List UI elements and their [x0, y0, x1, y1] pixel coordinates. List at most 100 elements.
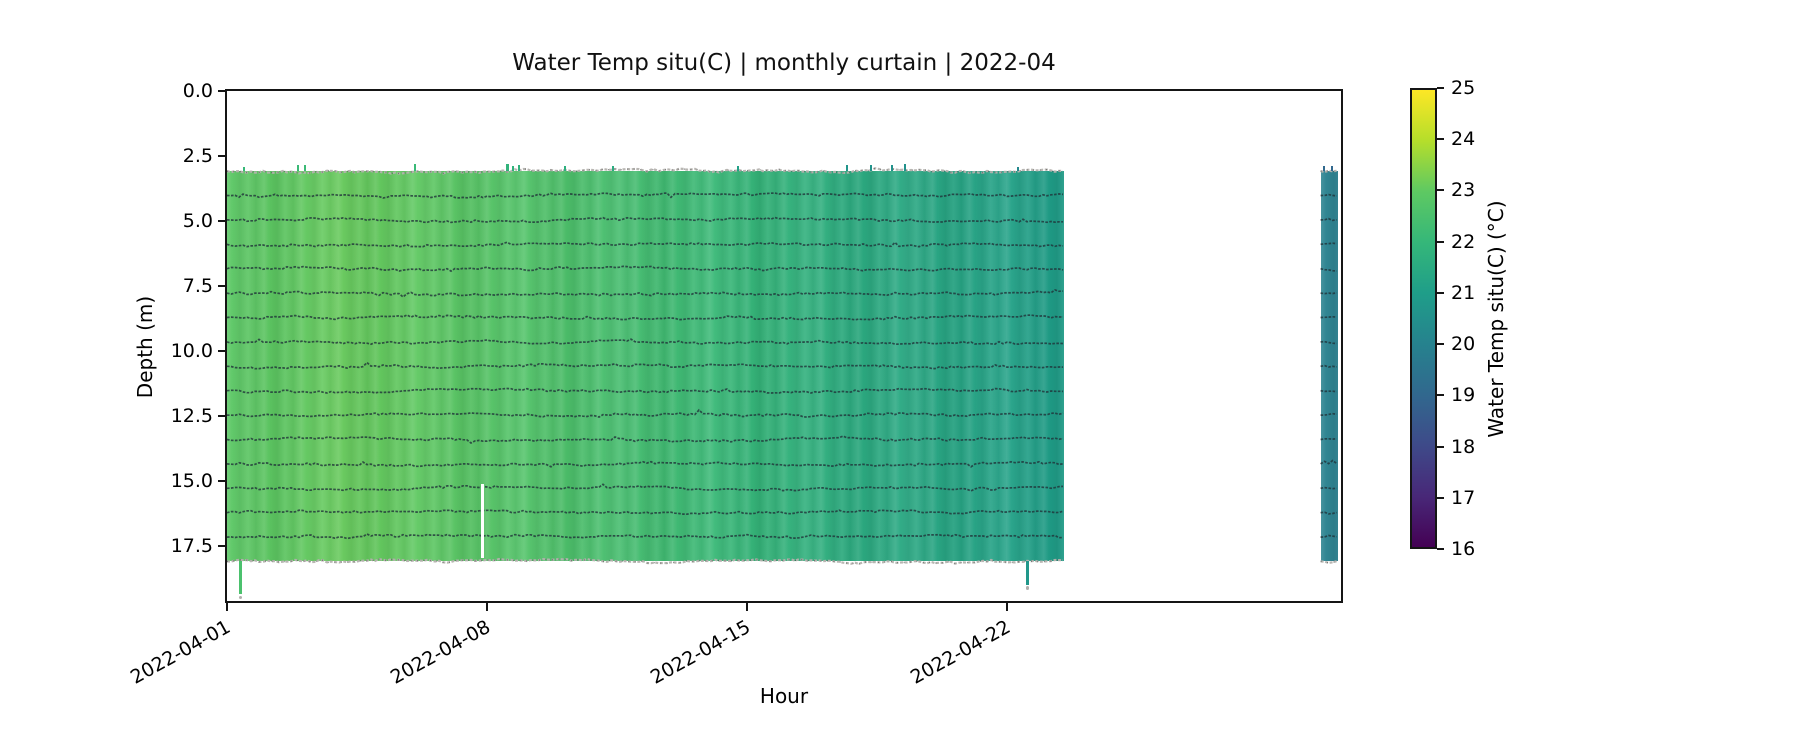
diurnal-stripes: [227, 171, 1065, 562]
below-bottom-spike: [239, 561, 242, 595]
colorbar-tick-label: 21: [1451, 281, 1476, 304]
top-edge-spike: [846, 165, 849, 172]
sensor-line: [1320, 193, 1337, 197]
top-edge-spike: [736, 166, 739, 172]
sensor-line: [227, 408, 1064, 419]
sensor-line: [1320, 267, 1337, 272]
sensor-line-edge-specks: [227, 167, 1064, 175]
top-edge-spike: [1323, 165, 1326, 172]
colorbar-tick-label: 22: [1451, 230, 1476, 253]
x-tick-label: 2022-04-01: [126, 615, 235, 689]
y-tick-mark: [218, 90, 227, 92]
colorbar-tick-label: 19: [1451, 384, 1476, 407]
top-edge-spike: [870, 165, 873, 172]
x-tick-mark: [226, 603, 228, 611]
sensor-line: [1320, 412, 1337, 416]
colorbar-tick-label: 23: [1451, 179, 1476, 202]
spike-end-dot: [1025, 586, 1030, 590]
sensor-line: [1320, 437, 1337, 441]
colorbar-tick-mark: [1437, 138, 1444, 141]
sensor-line: [1320, 364, 1337, 368]
colorbar-tick-mark: [1437, 445, 1444, 448]
x-tick-label: 2022-04-08: [386, 615, 495, 689]
y-tick-label: 2.5: [182, 145, 213, 168]
below-bottom-spike: [1026, 561, 1029, 586]
sensor-line: [227, 361, 1064, 370]
top-edge-spike: [903, 163, 906, 172]
x-tick-mark: [745, 603, 748, 611]
colorbar: [1410, 88, 1437, 549]
sensor-line: [227, 533, 1064, 540]
y-tick-mark: [218, 545, 227, 548]
top-edge-spike: [890, 164, 893, 172]
colorbar-label: Water Temp situ(C) (°C): [1484, 200, 1508, 438]
top-edge-spike: [296, 164, 299, 172]
x-tick-mark: [485, 603, 488, 611]
top-edge-spike: [242, 166, 245, 172]
sensor-line: [1320, 292, 1337, 295]
plot-area: [225, 89, 1343, 603]
y-tick-label: 10.0: [170, 340, 213, 363]
sensor-line: [1320, 340, 1337, 345]
colorbar-tick-mark: [1437, 189, 1444, 192]
colorbar-tick-mark: [1437, 548, 1444, 550]
top-edge-spike: [413, 164, 416, 172]
sensor-line-edge: [1320, 560, 1337, 565]
top-edge-spike: [304, 165, 307, 172]
sensor-lines-svg: [227, 167, 1338, 566]
sensor-line: [227, 338, 1064, 346]
colorbar-tick-label: 20: [1451, 333, 1476, 356]
y-tick-label: 15.0: [170, 470, 213, 493]
y-tick-mark: [218, 415, 227, 418]
sensor-line: [1320, 486, 1337, 490]
sensor-line: [227, 265, 1064, 273]
sensor-line: [227, 314, 1064, 321]
colorbar-tick-mark: [1437, 291, 1444, 294]
spike-end-dot: [238, 595, 242, 599]
sensor-line: [227, 216, 1063, 224]
y-tick-label: 5.0: [182, 210, 213, 233]
y-tick-mark: [218, 220, 227, 223]
top-edge-spike: [511, 166, 515, 172]
y-tick-label: 17.5: [170, 535, 213, 558]
top-edge-spike: [563, 166, 567, 172]
sensor-line-edge: [227, 557, 1064, 566]
curtain-segment-main-curtain: [227, 171, 1065, 562]
sensor-line: [1320, 242, 1337, 246]
colorbar-tick-label: 24: [1451, 128, 1476, 151]
chart-title: Water Temp situ(C) | monthly curtain | 2…: [512, 50, 1056, 76]
sensor-line: [1320, 534, 1337, 538]
colorbar-tick-label: 17: [1451, 486, 1476, 509]
sensor-line-edge-specks: [1320, 560, 1337, 564]
x-tick-mark: [1005, 603, 1008, 611]
sensor-line: [227, 435, 1064, 445]
sensor-line: [227, 460, 1064, 468]
colorbar-tick-label: 18: [1451, 435, 1476, 458]
sensor-line: [1320, 511, 1337, 515]
colorbar-tick-label: 25: [1451, 77, 1476, 99]
colorbar-tick-mark: [1437, 240, 1444, 243]
sensor-line: [1320, 389, 1337, 393]
sensor-line: [1320, 459, 1338, 465]
top-edge-spike: [612, 166, 615, 172]
y-tick-label: 12.5: [170, 405, 213, 428]
sensor-line-edge-specks: [227, 558, 1064, 565]
top-edge-spike: [1330, 166, 1333, 172]
sensor-line: [227, 288, 1064, 298]
colorbar-tick-mark: [1437, 87, 1444, 89]
y-tick-label: 0.0: [182, 80, 213, 102]
sensor-line: [227, 387, 1064, 394]
y-tick-mark: [218, 285, 227, 288]
colorbar-tick-mark: [1437, 496, 1444, 499]
top-edge-spike: [517, 164, 520, 172]
gap-line-artifact: [481, 483, 484, 559]
y-tick-mark: [218, 480, 227, 483]
colorbar-tick-mark: [1437, 343, 1444, 346]
sensor-line-edge: [1320, 169, 1337, 174]
top-edge-spike: [1016, 167, 1020, 172]
x-axis-label: Hour: [759, 684, 809, 708]
sensor-line-edge: [227, 167, 1064, 175]
sensor-line: [227, 241, 1064, 248]
sensor-line: [227, 192, 1064, 199]
